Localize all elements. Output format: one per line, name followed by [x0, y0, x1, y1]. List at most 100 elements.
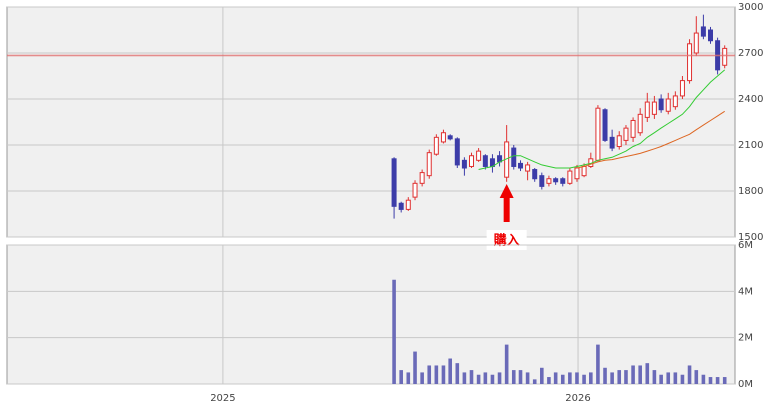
volume-bar [722, 377, 727, 384]
candle-body [461, 159, 467, 169]
volume-bar [631, 365, 635, 384]
volume-bar [547, 377, 551, 384]
candle-body [687, 43, 693, 82]
moving-average [576, 110, 725, 169]
price-panel [6, 6, 736, 238]
volume-bar [455, 363, 460, 384]
annotation-arrow [499, 184, 514, 222]
volume-bar [680, 374, 685, 384]
candle-body [665, 98, 671, 112]
volume-bar [399, 370, 403, 384]
candle-body [560, 178, 566, 184]
volume-bar [427, 365, 432, 384]
y-tick-label: 2M [738, 333, 753, 344]
volume-bar [420, 372, 424, 384]
candle-body [651, 101, 657, 115]
x-tick-label: 2025 [210, 393, 235, 404]
candle-body [539, 175, 545, 187]
candle-body [532, 169, 538, 180]
volume-bar [441, 365, 446, 384]
volume-bar [540, 367, 544, 384]
y-tick-label: 6M [738, 240, 753, 251]
volume-bar [617, 370, 622, 384]
volume-bar [525, 372, 530, 384]
volume-bar [645, 363, 650, 384]
volume-bar [476, 374, 481, 384]
candle-body [454, 138, 460, 166]
volume-bar [490, 374, 495, 384]
candle-body [658, 98, 664, 111]
candle-body [525, 164, 531, 172]
volume-bar [413, 351, 417, 384]
volume-bar [462, 372, 467, 384]
candle-body [518, 162, 524, 169]
candle-body [700, 26, 706, 37]
candle-body [609, 136, 615, 149]
volume-bar [511, 370, 516, 384]
y-tick-label: 1800 [738, 186, 763, 197]
candle-body [567, 170, 573, 184]
y-tick-label: 4M [738, 286, 753, 297]
volume-bar [673, 372, 678, 384]
candle-body [637, 113, 643, 134]
volume-bar [624, 370, 628, 384]
volume-bar [518, 370, 523, 384]
volume-bar [666, 372, 671, 384]
y-tick-label: 0M [738, 379, 753, 390]
candle-body [644, 101, 650, 118]
candle-body [679, 80, 685, 97]
volume-bar [694, 370, 699, 384]
x-tick-label: 2026 [565, 393, 590, 404]
candle-body [602, 109, 608, 141]
volume-bar [589, 372, 593, 384]
volume-bar [406, 372, 411, 384]
candle-body [553, 178, 559, 183]
volume-bar [701, 374, 706, 384]
volume-bar [610, 372, 614, 384]
volume-bar [392, 279, 396, 384]
candle-body [405, 199, 411, 210]
candle-body [426, 152, 432, 177]
volume-bar [568, 372, 572, 384]
candle-body [468, 155, 474, 167]
y-tick-label: 1500 [738, 232, 763, 243]
candle-body [433, 136, 439, 155]
candle-body [391, 158, 397, 207]
y-tick-label: 2100 [738, 140, 763, 151]
volume-bar [553, 372, 558, 384]
volume-bar [448, 358, 452, 384]
volume-bar [434, 365, 439, 384]
volume-bar [483, 372, 488, 384]
candle-body [398, 202, 404, 210]
candle-body [440, 132, 446, 143]
candle-body [511, 147, 517, 167]
y-tick-label: 2400 [738, 94, 763, 105]
moving-average [478, 69, 726, 170]
volume-bar [603, 367, 607, 384]
candle-body [630, 119, 636, 138]
candle-body [623, 127, 629, 141]
candle-body [447, 135, 453, 140]
volume-bar [715, 377, 720, 384]
volume-bar [469, 370, 474, 384]
candle-body [574, 167, 580, 180]
volume-bar [596, 344, 600, 384]
volume-bar [659, 374, 663, 384]
volume-bar [575, 372, 579, 384]
candle-body [476, 150, 482, 161]
candle-body [616, 135, 622, 148]
volume-bar [708, 377, 713, 384]
y-tick-label: 3000 [738, 2, 763, 13]
candle-body [707, 29, 713, 42]
volume-bar [532, 379, 537, 384]
candle-body [722, 47, 728, 66]
candle-body [419, 172, 425, 184]
volume-bar [638, 365, 642, 384]
volume-bar [497, 372, 502, 384]
volume-bar [652, 370, 657, 384]
candle-body [546, 178, 552, 184]
candle-body [595, 107, 601, 161]
volume-bar [582, 374, 586, 384]
volume-bar [560, 374, 565, 384]
